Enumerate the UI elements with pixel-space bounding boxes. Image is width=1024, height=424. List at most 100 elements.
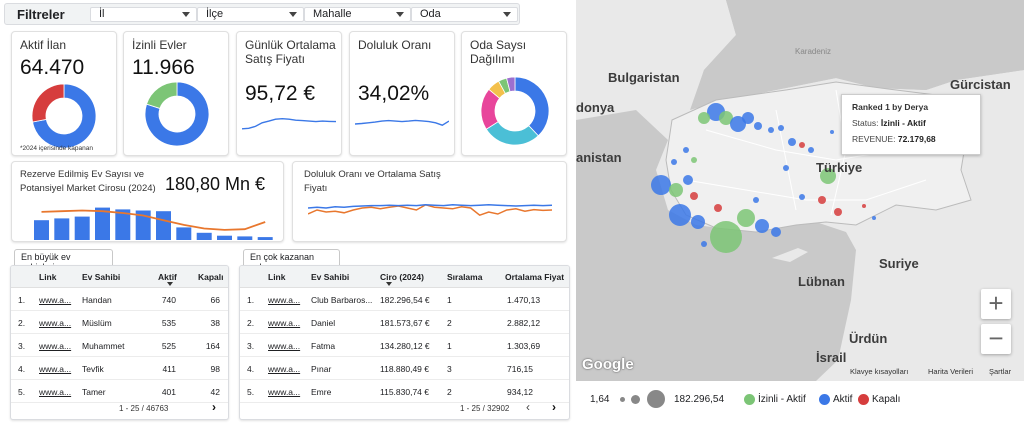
zoom-in-button[interactable]: + — [981, 289, 1011, 319]
neighborhood-dropdown[interactable]: Mahalle — [304, 7, 411, 22]
reserved-bar[interactable] — [74, 216, 90, 240]
map-view[interactable]: Karadeniz Bulgaristan Gürcistan donya an… — [576, 0, 1024, 381]
reserved-bar[interactable] — [115, 209, 131, 240]
room-count-slice[interactable] — [514, 76, 550, 137]
chevron-left-icon[interactable]: ‹ — [526, 400, 530, 414]
table-cell-link[interactable]: www.a... — [39, 387, 72, 397]
room-dropdown[interactable]: Oda — [411, 7, 518, 22]
map-bubble[interactable] — [730, 116, 746, 132]
column-header-avg-price[interactable]: Ortalama Fiyat — [505, 272, 565, 282]
table-row[interactable]: 3. www.a... Fatma 134.280,12 € 1 1.303,69 — [240, 334, 569, 357]
tab-top-earning[interactable]: En çok kazanan evler — [243, 249, 340, 272]
occupancy-line[interactable] — [308, 203, 552, 217]
revenue-line[interactable] — [41, 209, 266, 231]
map-bubble[interactable] — [691, 215, 705, 229]
table-cell-link[interactable]: www.a... — [268, 295, 301, 305]
map-bubble[interactable] — [834, 208, 842, 216]
map-bubble[interactable] — [719, 111, 733, 125]
map-bubble[interactable] — [701, 241, 707, 247]
map-bubble[interactable] — [778, 125, 784, 131]
map-bubble[interactable] — [820, 168, 836, 184]
map-bubble[interactable] — [698, 112, 710, 124]
table-row[interactable]: 4. www.a... Tevfik 411 98 — [11, 357, 228, 380]
map-bubble[interactable] — [862, 204, 866, 208]
column-header-link[interactable]: Link — [268, 272, 286, 282]
map-bubble[interactable] — [799, 142, 805, 148]
reserved-bar[interactable] — [95, 207, 110, 240]
reserved-bar[interactable] — [217, 235, 232, 240]
map-bubble[interactable] — [753, 197, 759, 203]
reserved-bar[interactable] — [196, 232, 212, 240]
table-cell-link[interactable]: www.a... — [39, 364, 72, 374]
active-listings-slice[interactable] — [32, 83, 97, 149]
table-row[interactable]: 1. www.a... Handan 740 66 — [11, 288, 228, 311]
table-cell-link[interactable]: www.a... — [268, 341, 301, 351]
map-bubble[interactable] — [818, 196, 826, 204]
map-bubble[interactable] — [691, 157, 697, 163]
table-row[interactable]: 3. www.a... Muhammet 525 164 — [11, 334, 228, 357]
map-bubble[interactable] — [808, 147, 814, 153]
table-row[interactable]: 5. www.a... Emre 115.830,74 € 2 934,12 — [240, 380, 569, 403]
table-row[interactable]: 2. www.a... Müslüm 535 38 — [11, 311, 228, 334]
reserved-bar[interactable] — [34, 220, 49, 240]
dropdown-label: İlçe — [206, 8, 224, 20]
map-bubble[interactable] — [783, 165, 789, 171]
column-header-host[interactable]: Ev Sahibi — [82, 272, 121, 282]
reserved-bar[interactable] — [237, 236, 253, 240]
terms-link[interactable]: Şartlar — [989, 367, 1012, 376]
zoom-out-button[interactable]: − — [981, 324, 1011, 354]
map-bubble[interactable] — [683, 147, 689, 153]
map-bubble[interactable] — [669, 204, 691, 226]
table-row[interactable]: 1. www.a... Club Barbaros... 182.296,54 € 1 1… — [240, 288, 569, 311]
column-header-host[interactable]: Ev Sahibi — [311, 272, 350, 282]
map-data-link[interactable]: Harita Verileri — [928, 367, 974, 376]
map-bubble[interactable] — [651, 175, 671, 195]
table-row[interactable]: 2. www.a... Daniel 181.573,67 € 2 2.882,12 — [240, 311, 569, 334]
column-header-rank[interactable]: Sıralama — [447, 272, 483, 282]
map-bubble[interactable] — [830, 130, 834, 134]
column-header-active[interactable]: Aktif — [158, 272, 177, 282]
map-bubble[interactable] — [771, 227, 781, 237]
chevron-right-icon[interactable]: › — [212, 400, 216, 414]
table-cell-link[interactable]: www.a... — [268, 318, 301, 328]
active-listings-slice[interactable] — [31, 83, 65, 123]
keyboard-shortcuts-link[interactable]: Klavye kısayolları — [850, 367, 909, 376]
map-bubble[interactable] — [714, 204, 722, 212]
reserved-bar[interactable] — [135, 210, 151, 241]
map-bubble[interactable] — [872, 216, 876, 220]
permitted-homes-slice[interactable] — [146, 81, 178, 109]
reserved-bar[interactable] — [176, 227, 192, 240]
column-header-revenue[interactable]: Ciro (2024) — [380, 272, 424, 282]
table-cell-link[interactable]: www.a... — [268, 387, 301, 397]
column-header-closed[interactable]: Kapalı — [198, 272, 224, 282]
column-header-link[interactable]: Link — [39, 272, 57, 282]
map-bubble[interactable] — [768, 127, 774, 133]
map-bubble[interactable] — [754, 122, 762, 130]
table-cell-link[interactable]: www.a... — [39, 318, 72, 328]
map-bubble[interactable] — [799, 194, 805, 200]
price-line[interactable] — [308, 204, 552, 209]
room-count-slice[interactable] — [506, 76, 516, 93]
map-bubble[interactable] — [737, 209, 755, 227]
table-cell-link[interactable]: www.a... — [39, 341, 72, 351]
table-cell-link[interactable]: www.a... — [39, 295, 72, 305]
map-bubble[interactable] — [690, 192, 698, 200]
map-bubble[interactable] — [669, 183, 683, 197]
table-row[interactable]: 4. www.a... Pınar 118.880,49 € 3 716,15 — [240, 357, 569, 380]
map-bubble[interactable] — [742, 112, 754, 124]
tab-top-hosts[interactable]: En büyük ev sahipleri — [14, 249, 113, 272]
table-cell-link[interactable]: www.a... — [268, 364, 301, 374]
reserved-bar[interactable] — [156, 211, 171, 240]
map-bubble[interactable] — [710, 221, 742, 253]
district-dropdown[interactable]: İlçe — [197, 7, 304, 22]
map-bubble[interactable] — [788, 138, 796, 146]
map-bubble[interactable] — [683, 175, 693, 185]
chevron-right-icon[interactable]: › — [552, 400, 556, 414]
reserved-bar[interactable] — [257, 237, 273, 240]
map-bubble[interactable] — [755, 219, 769, 233]
province-dropdown[interactable]: İl — [90, 7, 197, 22]
table-row[interactable]: 5. www.a... Tamer 401 42 — [11, 380, 228, 403]
permitted-homes-slice[interactable] — [144, 81, 210, 147]
map-bubble[interactable] — [671, 159, 677, 165]
reserved-bar[interactable] — [54, 218, 70, 240]
